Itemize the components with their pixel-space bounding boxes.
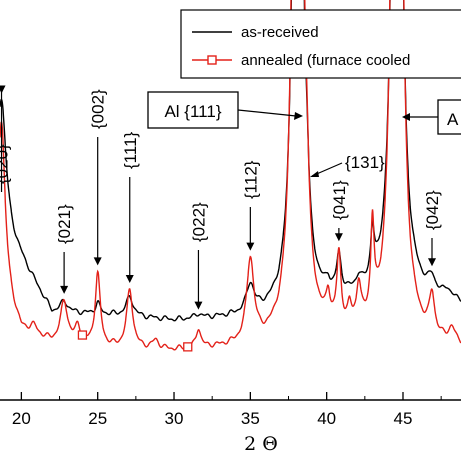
- peak-arrowhead-002: [93, 257, 102, 266]
- x-tick-label-30: 30: [165, 409, 184, 428]
- peak-arrowhead-021: [60, 285, 69, 294]
- peak-label-112: {112}: [241, 160, 260, 199]
- x-tick-label-35: 35: [241, 409, 260, 428]
- annealed-marker-0: [77, 330, 88, 340]
- legend-box: [180, 9, 461, 79]
- x-tick-label-45: 45: [394, 409, 413, 428]
- series-layer: [0, 0, 461, 352]
- al-label-box: [147, 91, 239, 129]
- al2-arrowhead: [402, 113, 410, 121]
- annealed-marker-1: [183, 342, 193, 352]
- al-label-text: Al {111}: [164, 102, 221, 121]
- peak-label-131: {131}: [345, 153, 385, 172]
- al-arrow: [237, 109, 297, 117]
- peak-arrowhead-041: [334, 233, 343, 242]
- x-axis-title: 2 Θ: [244, 433, 278, 455]
- peak-arrowhead-111: [125, 275, 134, 284]
- peak-label-111: {111}: [121, 131, 140, 169]
- legend-marker-annealed: [207, 55, 217, 65]
- peak-arrowhead-020: [0, 85, 6, 94]
- peak-label-041: {041}: [330, 180, 349, 220]
- x-tick-label-25: 25: [88, 409, 107, 428]
- peak-arrowhead-112: [246, 242, 255, 251]
- annotation-layer: {020} {021} {002} {111} {022} {112} {131} {041}…: [0, 85, 461, 310]
- peak-label-042: {042}: [423, 190, 442, 230]
- x-tick-label-20: 20: [12, 409, 31, 428]
- peak-label-021: {021}: [55, 204, 74, 244]
- x-tick-label-40: 40: [317, 409, 336, 428]
- x-axis: 20 25 30 35 40 45: [12, 392, 442, 428]
- peak-label-022: {022}: [189, 202, 208, 242]
- peak-arrowhead-131: [310, 171, 319, 177]
- legend-label-annealed: annealed (furnace cooled: [241, 52, 410, 69]
- peak-arrowhead-042: [427, 258, 436, 267]
- series-line-annealed: [0, 0, 461, 351]
- legend-label-as-received: as-received: [241, 24, 319, 41]
- peak-label-020: {020}: [0, 144, 12, 184]
- legend: as-received annealed (furnace cooled: [180, 9, 461, 79]
- series-line-as-received: [0, 0, 461, 322]
- peak-arrowhead-022: [194, 301, 203, 310]
- al-arrowhead: [294, 112, 303, 120]
- al2-label-text: A: [447, 110, 459, 129]
- peak-label-002: {002}: [89, 89, 108, 129]
